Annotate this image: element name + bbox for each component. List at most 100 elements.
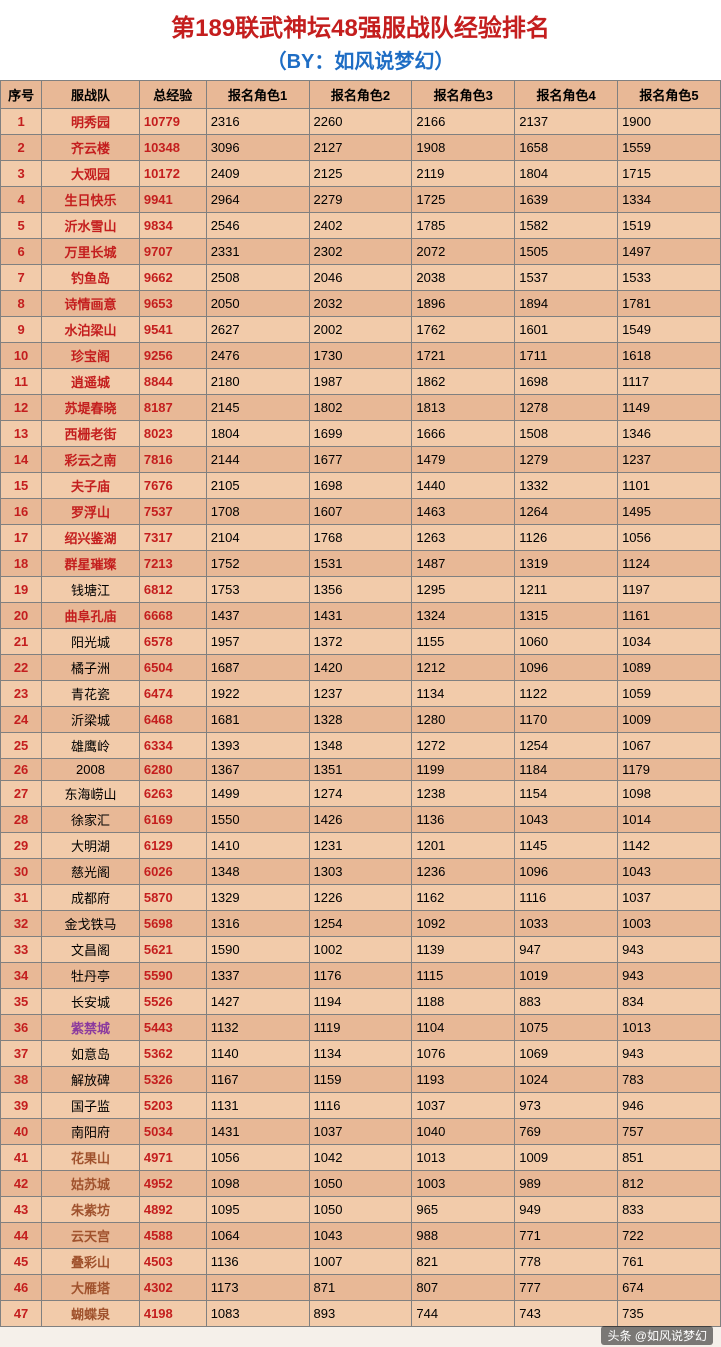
table-row: 37如意岛53621140113410761069943: [1, 1041, 721, 1067]
table-row: 44云天宫458810641043988771722: [1, 1223, 721, 1249]
value-cell-3: 1076: [412, 1041, 515, 1067]
value-cell-1: 1056: [206, 1145, 309, 1171]
table-row: 14彩云之南781621441677147912791237: [1, 447, 721, 473]
team-cell: 绍兴鉴湖: [42, 525, 140, 551]
value-cell-4: 1060: [515, 629, 618, 655]
rank-cell: 16: [1, 499, 42, 525]
value-cell-5: 1161: [618, 603, 721, 629]
value-cell-3: 1295: [412, 577, 515, 603]
value-cell-3: 1280: [412, 707, 515, 733]
col-header-6: 报名角色4: [515, 81, 618, 109]
value-cell-3: 1199: [412, 759, 515, 781]
value-cell-2: 1050: [309, 1171, 412, 1197]
value-cell-3: 1324: [412, 603, 515, 629]
total-cell: 10348: [139, 135, 206, 161]
value-cell-4: 777: [515, 1275, 618, 1301]
value-cell-2: 1042: [309, 1145, 412, 1171]
value-cell-3: 1479: [412, 447, 515, 473]
team-cell: 群星璀璨: [42, 551, 140, 577]
value-cell-1: 1431: [206, 1119, 309, 1145]
rank-cell: 19: [1, 577, 42, 603]
value-cell-4: 769: [515, 1119, 618, 1145]
value-cell-1: 1590: [206, 937, 309, 963]
value-cell-4: 1264: [515, 499, 618, 525]
value-cell-3: 2038: [412, 265, 515, 291]
rank-cell: 10: [1, 343, 42, 369]
value-cell-2: 2260: [309, 109, 412, 135]
total-cell: 4588: [139, 1223, 206, 1249]
value-cell-5: 1346: [618, 421, 721, 447]
rank-cell: 44: [1, 1223, 42, 1249]
value-cell-1: 2316: [206, 109, 309, 135]
value-cell-5: 851: [618, 1145, 721, 1171]
value-cell-4: 1601: [515, 317, 618, 343]
total-cell: 4198: [139, 1301, 206, 1327]
value-cell-2: 1431: [309, 603, 412, 629]
value-cell-1: 3096: [206, 135, 309, 161]
value-cell-5: 1533: [618, 265, 721, 291]
value-cell-2: 1176: [309, 963, 412, 989]
value-cell-5: 1549: [618, 317, 721, 343]
table-row: 33文昌阁5621159010021139947943: [1, 937, 721, 963]
value-cell-1: 2050: [206, 291, 309, 317]
team-cell: 沂梁城: [42, 707, 140, 733]
value-cell-3: 1040: [412, 1119, 515, 1145]
value-cell-2: 1356: [309, 577, 412, 603]
value-cell-1: 1752: [206, 551, 309, 577]
rank-cell: 6: [1, 239, 42, 265]
value-cell-5: 1142: [618, 833, 721, 859]
col-header-3: 报名角色1: [206, 81, 309, 109]
table-row: 10珍宝阁925624761730172117111618: [1, 343, 721, 369]
value-cell-3: 1487: [412, 551, 515, 577]
value-cell-3: 965: [412, 1197, 515, 1223]
value-cell-5: 943: [618, 937, 721, 963]
rank-cell: 17: [1, 525, 42, 551]
value-cell-3: 1263: [412, 525, 515, 551]
value-cell-4: 973: [515, 1093, 618, 1119]
value-cell-4: 1278: [515, 395, 618, 421]
value-cell-5: 1149: [618, 395, 721, 421]
value-cell-3: 1139: [412, 937, 515, 963]
value-cell-5: 1334: [618, 187, 721, 213]
rank-cell: 40: [1, 1119, 42, 1145]
value-cell-3: 1201: [412, 833, 515, 859]
table-row: 8诗情画意965320502032189618941781: [1, 291, 721, 317]
value-cell-2: 1768: [309, 525, 412, 551]
total-cell: 6578: [139, 629, 206, 655]
total-cell: 5034: [139, 1119, 206, 1145]
total-cell: 4971: [139, 1145, 206, 1171]
value-cell-3: 1813: [412, 395, 515, 421]
value-cell-4: 771: [515, 1223, 618, 1249]
value-cell-1: 2964: [206, 187, 309, 213]
team-cell: 蝴蝶泉: [42, 1301, 140, 1327]
total-cell: 6263: [139, 781, 206, 807]
value-cell-2: 1194: [309, 989, 412, 1015]
rank-cell: 30: [1, 859, 42, 885]
table-row: 34牡丹亭55901337117611151019943: [1, 963, 721, 989]
total-cell: 4302: [139, 1275, 206, 1301]
value-cell-4: 778: [515, 1249, 618, 1275]
value-cell-3: 1134: [412, 681, 515, 707]
table-row: 25雄鹰岭633413931348127212541067: [1, 733, 721, 759]
total-cell: 7816: [139, 447, 206, 473]
value-cell-4: 1170: [515, 707, 618, 733]
rank-cell: 18: [1, 551, 42, 577]
value-cell-3: 744: [412, 1301, 515, 1327]
value-cell-4: 1096: [515, 655, 618, 681]
value-cell-2: 2046: [309, 265, 412, 291]
value-cell-4: 883: [515, 989, 618, 1015]
value-cell-4: 1639: [515, 187, 618, 213]
rank-cell: 41: [1, 1145, 42, 1171]
value-cell-1: 2180: [206, 369, 309, 395]
team-cell: 苏堤春晓: [42, 395, 140, 421]
ranking-table: 序号服战队总经验报名角色1报名角色2报名角色3报名角色4报名角色5 1明秀园10…: [0, 80, 721, 1327]
value-cell-5: 722: [618, 1223, 721, 1249]
value-cell-2: 1351: [309, 759, 412, 781]
value-cell-4: 743: [515, 1301, 618, 1327]
total-cell: 5621: [139, 937, 206, 963]
value-cell-1: 1687: [206, 655, 309, 681]
value-cell-4: 1184: [515, 759, 618, 781]
value-cell-3: 1721: [412, 343, 515, 369]
table-row: 43朱紫坊489210951050965949833: [1, 1197, 721, 1223]
table-row: 12苏堤春晓818721451802181312781149: [1, 395, 721, 421]
